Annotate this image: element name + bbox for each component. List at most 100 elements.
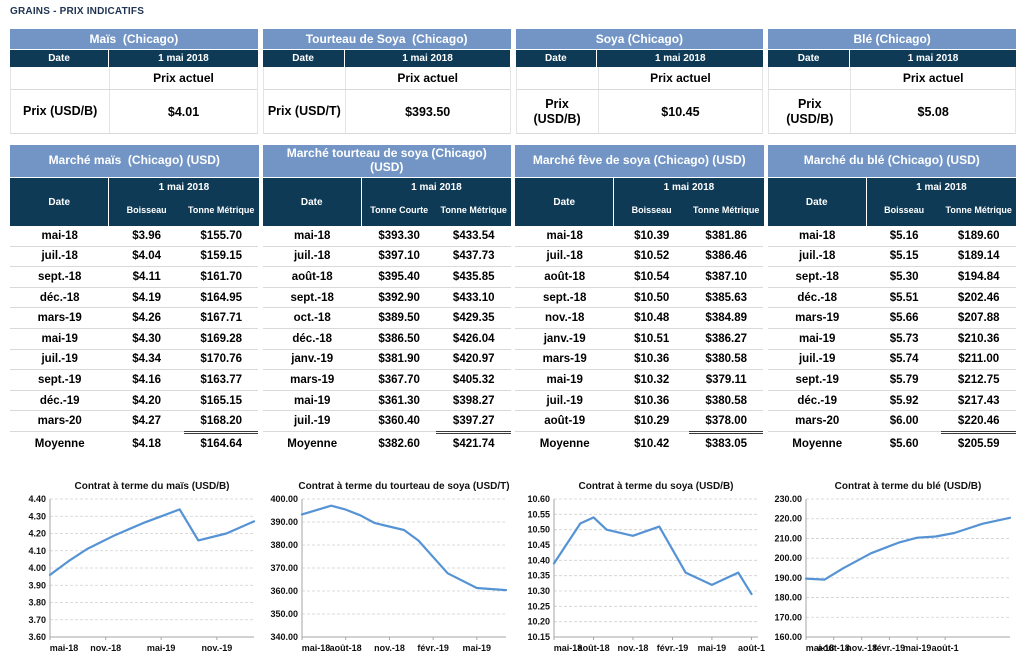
table-row: sept.-19 $4.16 $163.77 — [10, 370, 259, 391]
row-value-1: $4.18 — [132, 438, 162, 451]
futures-table-feve-soya: Marché fève de soya (Chicago) (USD) Date… — [515, 145, 764, 455]
y-axis-tick-label: 3.60 — [28, 632, 46, 642]
y-axis-tick-label: 220.00 — [774, 514, 802, 524]
futures-table-title: Marché maïs (Chicago) (USD) — [10, 145, 259, 177]
row-value-2: $380.58 — [688, 350, 764, 371]
row-value-1: $4.34 — [109, 350, 184, 371]
x-axis-tick-label: août-18 — [818, 643, 850, 653]
x-axis-tick-label: mai-18 — [806, 643, 835, 653]
table-row: juil.-19 $10.36 $380.58 — [515, 391, 764, 412]
table-row: août-19 $10.29 $378.00 — [515, 411, 764, 434]
row-value-1: $361.30 — [361, 391, 437, 412]
y-axis-tick-label: 380.00 — [270, 540, 298, 550]
row-value-1: $5.30 — [866, 267, 942, 288]
date-value: 1 mai 2018 — [411, 182, 462, 193]
row-date: sept.-18 — [10, 267, 110, 288]
x-axis-tick-label: nov.-18 — [374, 643, 405, 653]
table-row: mars-19 $5.66 $207.88 — [767, 308, 1017, 329]
row-value-2: $433.10 — [436, 288, 511, 309]
row-value-1: $360.40 — [361, 411, 437, 432]
y-axis-tick-label: 10.55 — [527, 509, 550, 519]
futures-table-ble: Marché du blé (Chicago) (USD) Date 1 mai… — [767, 145, 1017, 455]
chart-title: Contrat à terme du maïs (USD/B) — [74, 481, 230, 493]
table-row: sept.-18 $4.11 $161.70 — [10, 267, 259, 288]
x-axis-tick-label: août-1 — [932, 643, 959, 653]
row-value-2: $378.00 — [688, 411, 764, 434]
table-row: déc.-19 $5.92 $217.43 — [767, 391, 1017, 412]
date-header: Date — [263, 178, 362, 226]
row-value-1: $4.26 — [109, 308, 184, 329]
y-axis-tick-label: 180.00 — [774, 593, 802, 603]
row-value-1: $395.40 — [361, 267, 437, 288]
row-date: déc.-19 — [767, 391, 867, 412]
table-row: mars-19 $10.36 $380.58 — [515, 350, 764, 371]
row-date: sept.-18 — [515, 288, 615, 309]
table-row: mai-19 $10.32 $379.11 — [515, 370, 764, 391]
current-price-header: Prix actuel — [597, 67, 763, 89]
row-date: nov.-18 — [515, 308, 615, 329]
x-axis-tick-label: févr.-19 — [417, 643, 449, 653]
row-value-1: $4.19 — [109, 288, 184, 309]
row-value-2: $379.11 — [688, 370, 764, 391]
row-value-1: $10.52 — [614, 247, 689, 268]
row-value-2: $383.05 — [705, 438, 747, 451]
x-axis-tick-label: mai-18 — [50, 643, 79, 653]
row-value-1: $5.79 — [866, 370, 942, 391]
y-axis-tick-label: 190.00 — [774, 573, 802, 583]
y-axis-tick-label: 4.00 — [28, 563, 46, 573]
row-date: sept.-18 — [262, 288, 362, 309]
y-axis-tick-label: 160.00 — [774, 632, 802, 642]
row-value-2: $381.86 — [688, 226, 764, 247]
row-value-1: $5.92 — [866, 391, 942, 412]
row-value-1: $389.50 — [361, 308, 437, 329]
row-date: mai-19 — [10, 329, 110, 350]
y-axis-tick-label: 340.00 — [270, 632, 298, 642]
row-date: juil.-19 — [515, 391, 615, 412]
row-value-2: $429.35 — [436, 308, 511, 329]
date-header: Date — [515, 50, 598, 67]
row-date: Moyenne — [539, 438, 590, 451]
futures-table-title: Marché fève de soya (Chicago) (USD) — [515, 145, 764, 177]
x-axis-tick-label: mai-19 — [698, 643, 727, 653]
row-value-2: $170.76 — [183, 350, 259, 371]
date-header: Date — [10, 178, 110, 226]
date-value: 1 mai 2018 — [109, 50, 258, 67]
date-value: 1 mai 2018 — [158, 182, 210, 193]
row-date: mars-20 — [10, 411, 110, 432]
row-value-1: $10.48 — [614, 308, 689, 329]
row-date: août-18 — [515, 267, 615, 288]
chart-title: Contrat à terme du blé (USD/B) — [834, 481, 982, 493]
row-date: sept.-19 — [10, 370, 110, 391]
table-row: août-18 $10.54 $387.10 — [515, 267, 764, 288]
x-axis-tick-label: mai-19 — [903, 643, 932, 653]
futures-table-body: mai-18 $3.96 $155.70 juil.-18 $4.04 $159.15 se… — [10, 226, 259, 455]
row-value-2: $405.32 — [436, 370, 511, 391]
table-row: juil.-18 $5.15 $189.14 — [767, 247, 1017, 268]
price-value: $393.50 — [344, 90, 510, 133]
row-value-2: $211.00 — [941, 350, 1016, 371]
row-date: mai-18 — [515, 226, 615, 247]
chart-mais: Contrat à terme du maïs (USD/B) 4.40 4.30… — [10, 470, 260, 664]
y-axis-tick-label: 10.30 — [527, 586, 550, 596]
row-date: mars-19 — [515, 350, 615, 371]
row-value-2: $165.15 — [183, 391, 259, 412]
unit-header-1: Tonne Courte — [370, 205, 429, 216]
table-row: déc.-18 $386.50 $426.04 — [262, 329, 512, 350]
row-date: juil.-19 — [262, 411, 362, 432]
row-date: oct.-18 — [262, 308, 362, 329]
chart-soya: Contrat à terme du soya (USD/B) 10.60 10.… — [514, 470, 765, 664]
row-value-1: $10.54 — [614, 267, 689, 288]
table-row: juil.-18 $10.52 $386.46 — [515, 247, 764, 268]
row-value-1: $4.27 — [109, 411, 184, 432]
table-row: mars-19 $367.70 $405.32 — [262, 370, 512, 391]
row-date: mai-18 — [767, 226, 867, 247]
futures-table-tourteau: Marché tourteau de soya (Chicago) (USD) … — [262, 145, 512, 455]
chart-canvas: 4.40 4.30 4.20 4.10 4.00 3.90 3.80 3.70 3.60 mai-… — [28, 494, 256, 653]
table-row: mars-19 $4.26 $167.71 — [10, 308, 259, 329]
row-value-2: $384.89 — [688, 308, 764, 329]
spot-table-soya: Soya (Chicago) Date 1 mai 2018 Prix actu… — [515, 29, 764, 134]
data-series-line — [552, 516, 753, 596]
row-value-2: $164.64 — [200, 438, 242, 451]
row-value-1: $386.50 — [361, 329, 437, 350]
